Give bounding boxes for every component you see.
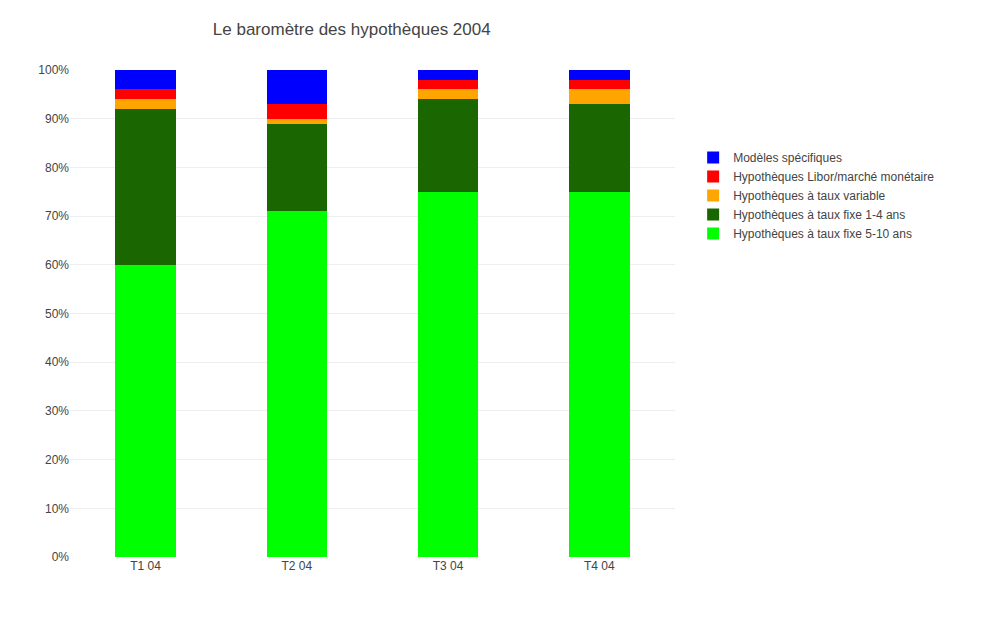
svg-text:50%: 50% [45,307,69,321]
svg-text:40%: 40% [45,355,69,369]
svg-text:Le baromètre des hypothèques 2: Le baromètre des hypothèques 2004 [213,20,491,39]
svg-text:70%: 70% [45,209,69,223]
svg-text:100%: 100% [38,63,69,77]
svg-text:Modèles spécifiques: Modèles spécifiques [733,151,842,165]
svg-text:Hypothèques Libor/marché monét: Hypothèques Libor/marché monétaire [733,170,934,184]
svg-text:60%: 60% [45,258,69,272]
svg-text:0%: 0% [52,550,70,564]
svg-text:T2 04: T2 04 [282,559,313,573]
svg-text:20%: 20% [45,453,69,467]
svg-text:90%: 90% [45,112,69,126]
svg-text:Hypothèques à taux fixe 5-10 a: Hypothèques à taux fixe 5-10 ans [733,227,912,241]
svg-text:Hypothèques à taux variable: Hypothèques à taux variable [733,189,885,203]
svg-text:T1 04: T1 04 [130,559,161,573]
svg-text:T3 04: T3 04 [433,559,464,573]
svg-text:10%: 10% [45,502,69,516]
svg-text:T4 04: T4 04 [584,559,615,573]
svg-text:Hypothèques à taux fixe 1-4 an: Hypothèques à taux fixe 1-4 ans [733,208,905,222]
svg-text:30%: 30% [45,404,69,418]
svg-text:80%: 80% [45,161,69,175]
